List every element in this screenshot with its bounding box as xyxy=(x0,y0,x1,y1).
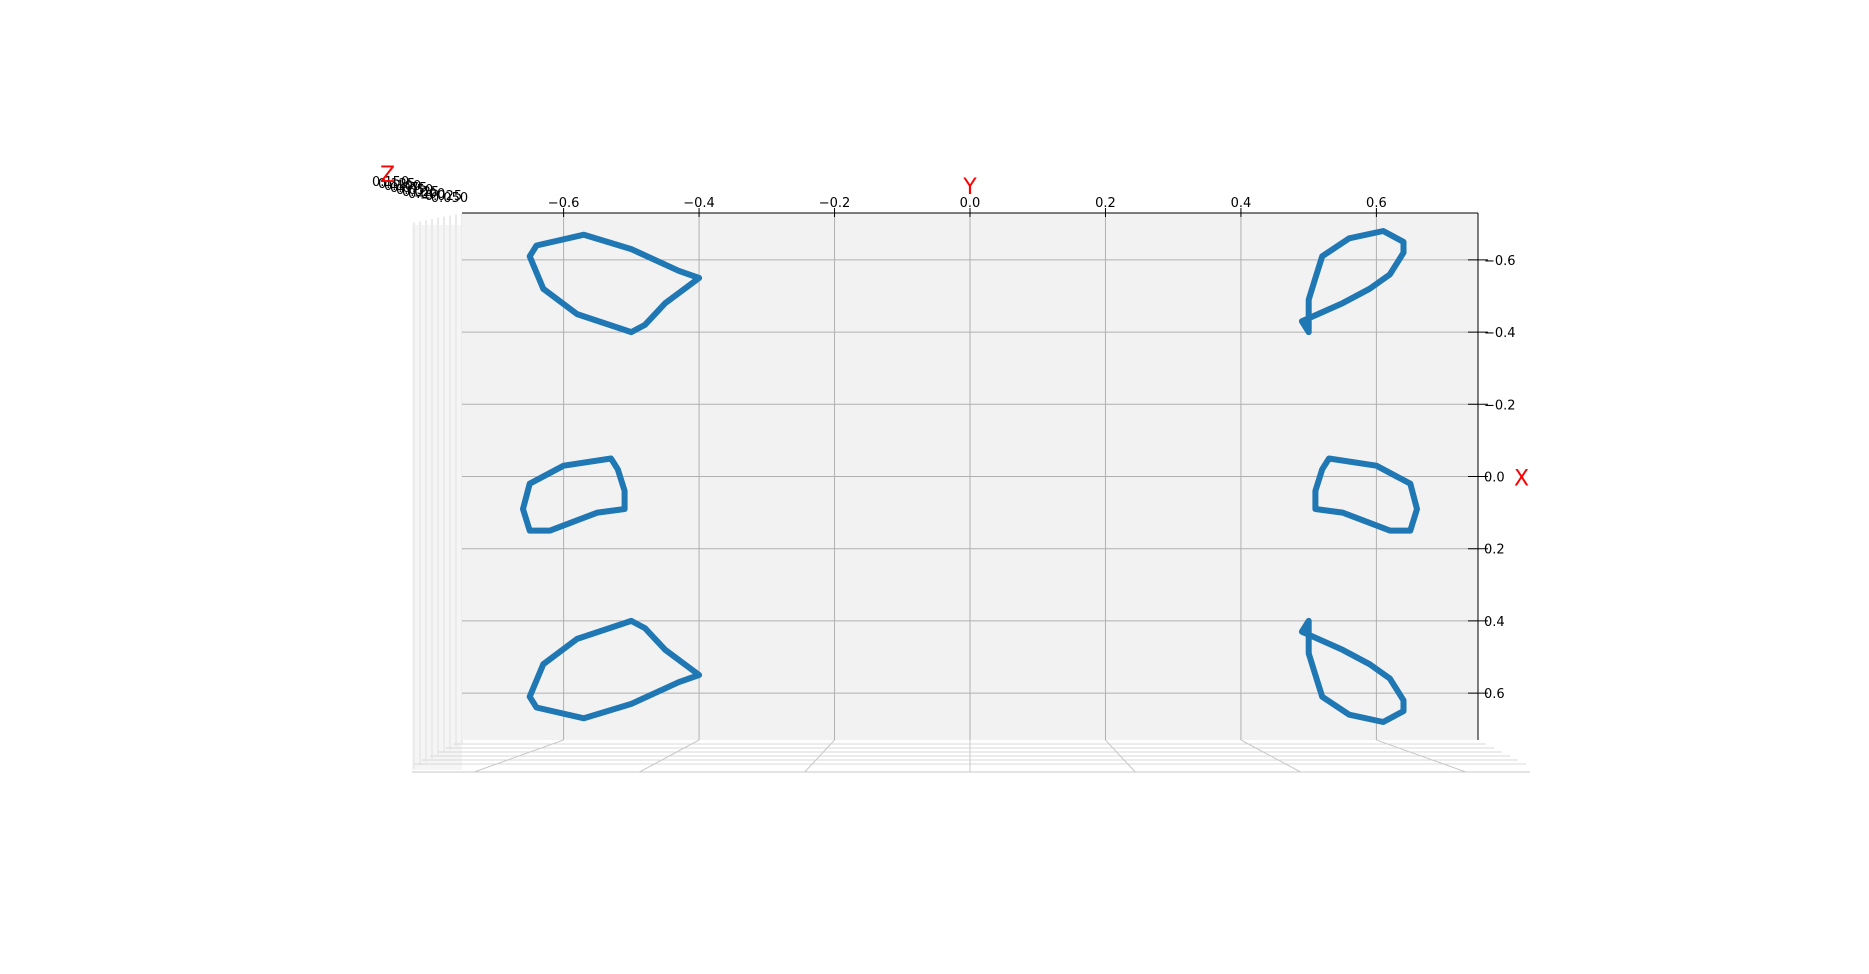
y-tick-label: 0.0 xyxy=(960,196,981,211)
z-tick-label: −0.025 xyxy=(414,189,462,204)
x-axis-label: X xyxy=(1514,467,1529,492)
z-tick-label: −0.050 xyxy=(420,191,468,206)
curve-series xyxy=(1298,228,1407,336)
z-tick-label: 0.075 xyxy=(390,181,427,196)
y-tick-label: 0.2 xyxy=(1095,196,1116,211)
floor-gridline xyxy=(474,739,564,773)
x-tick-label: −0.4 xyxy=(1484,326,1516,341)
z-tick-label: 0.125 xyxy=(378,177,415,192)
x-tick-label: −0.2 xyxy=(1484,398,1516,413)
x-tick-label: 0.6 xyxy=(1484,687,1505,702)
y-tick-label: −0.4 xyxy=(683,196,715,211)
depth-axis-lines xyxy=(412,213,463,770)
floor-pane-lines xyxy=(412,739,1530,773)
x-tick-label: 0.0 xyxy=(1484,471,1505,486)
floor-gridline xyxy=(1240,739,1301,773)
curve-series xyxy=(1298,617,1407,725)
y-axis-label: Y xyxy=(962,175,977,200)
data-curves xyxy=(520,228,1420,725)
x-axis-ticks: −0.6 −0.4 −0.2 0.0 0.2 0.4 0.6 xyxy=(1468,254,1516,702)
z-tick-label: 0.025 xyxy=(402,185,439,200)
z-axis-label: Z xyxy=(380,163,395,188)
curve-series xyxy=(526,617,703,722)
curve-series xyxy=(1312,455,1420,534)
y-tick-label: 0.4 xyxy=(1231,196,1252,211)
depth-pane xyxy=(412,225,462,770)
curve-series xyxy=(526,231,703,336)
y-tick-label: −0.2 xyxy=(819,196,851,211)
x-tick-label: −0.6 xyxy=(1484,254,1516,269)
y-axis-ticks: −0.6 −0.4 −0.2 0.0 0.2 0.4 0.6 xyxy=(548,196,1387,217)
z-axis-ticks: 0.1500.1250.1000.0750.0500.0250.000−0.02… xyxy=(372,175,468,206)
z-tick-label: 0.000 xyxy=(408,187,445,202)
y-tick-label: −0.6 xyxy=(548,196,580,211)
floor-gridline xyxy=(1376,739,1466,773)
curve-series xyxy=(520,455,628,534)
z-tick-label: 0.050 xyxy=(396,183,433,198)
x-tick-label: 0.2 xyxy=(1484,543,1505,558)
floor-gridline xyxy=(1105,739,1136,773)
y-tick-label: 0.6 xyxy=(1366,196,1387,211)
floor-gridline xyxy=(804,739,835,773)
z-tick-label: 0.150 xyxy=(372,175,409,190)
x-tick-label: 0.4 xyxy=(1484,615,1505,630)
z-tick-label: 0.100 xyxy=(384,179,421,194)
floor-gridline xyxy=(639,739,700,773)
